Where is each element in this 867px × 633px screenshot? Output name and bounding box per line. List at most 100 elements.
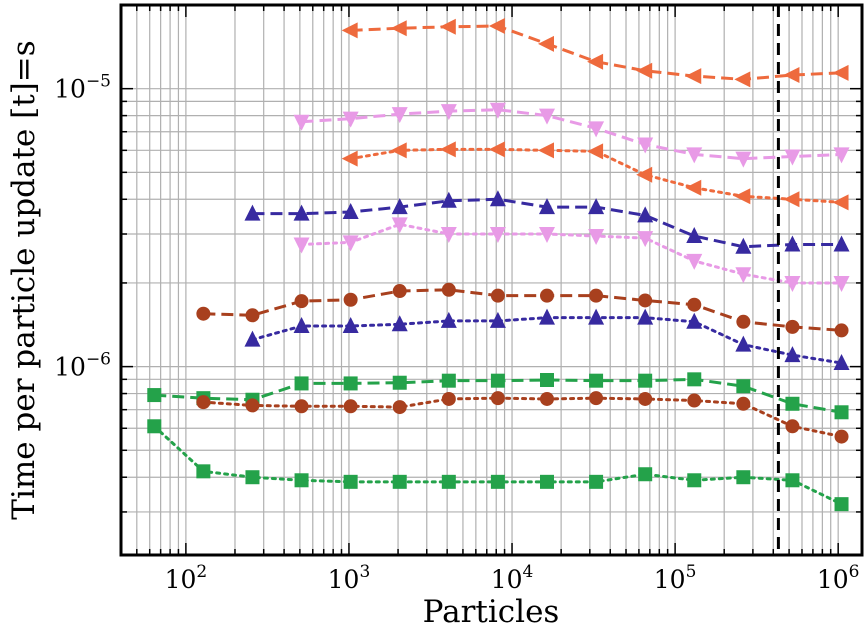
- data-point: [391, 315, 408, 332]
- data-point: [785, 419, 800, 434]
- data-point: [390, 142, 407, 159]
- data-point: [341, 22, 358, 39]
- x-tick-label: 105: [654, 562, 697, 594]
- data-point: [539, 373, 554, 388]
- series-indigo-up-dotted: [244, 308, 850, 371]
- series-brown-circle-dotted: [196, 391, 849, 444]
- data-point: [638, 373, 653, 388]
- data-point: [343, 474, 358, 489]
- data-point: [686, 253, 703, 270]
- data-point: [245, 308, 260, 323]
- data-point: [587, 53, 604, 70]
- data-point: [441, 391, 456, 406]
- data-point: [489, 227, 506, 244]
- data-point: [784, 346, 801, 363]
- data-point: [588, 198, 605, 215]
- data-point: [196, 395, 211, 410]
- data-point: [244, 204, 261, 221]
- data-point: [833, 275, 850, 292]
- data-point: [734, 71, 751, 88]
- data-point: [735, 335, 752, 352]
- data-point: [439, 141, 456, 158]
- data-point: [490, 288, 505, 303]
- data-point: [245, 398, 260, 413]
- data-point: [342, 111, 359, 128]
- data-point: [441, 474, 456, 489]
- data-point: [196, 464, 211, 479]
- series-layer: [147, 18, 850, 512]
- data-point: [783, 191, 800, 208]
- x-tick-label: 103: [328, 562, 371, 594]
- data-point: [490, 391, 505, 406]
- data-point: [589, 288, 604, 303]
- data-point: [537, 35, 554, 52]
- data-point: [294, 294, 309, 309]
- data-point: [785, 473, 800, 488]
- data-point: [490, 373, 505, 388]
- data-point: [736, 396, 751, 411]
- data-point: [391, 217, 408, 234]
- data-point: [343, 292, 358, 307]
- data-point: [293, 316, 310, 333]
- data-point: [587, 143, 604, 160]
- data-point: [343, 376, 358, 391]
- data-point: [539, 288, 554, 303]
- data-point: [589, 391, 604, 406]
- data-point: [637, 137, 654, 154]
- data-point: [293, 204, 310, 221]
- data-point: [489, 190, 506, 207]
- data-point: [588, 121, 605, 138]
- series-brown-circle-dashed: [196, 282, 849, 338]
- series-green-square-dashed: [147, 372, 849, 420]
- data-point: [686, 312, 703, 329]
- data-point: [538, 198, 555, 215]
- data-point: [638, 293, 653, 308]
- x-tick-label: 104: [491, 562, 534, 594]
- data-point: [342, 316, 359, 333]
- data-point: [834, 405, 849, 420]
- data-point: [342, 202, 359, 219]
- plot-frame: [119, 3, 864, 557]
- data-point: [686, 227, 703, 244]
- data-point: [832, 64, 849, 81]
- data-point: [687, 372, 702, 387]
- data-point: [196, 306, 211, 321]
- data-point: [440, 104, 457, 121]
- data-point: [833, 354, 850, 371]
- data-point: [687, 473, 702, 488]
- data-point: [834, 429, 849, 444]
- data-point: [538, 227, 555, 244]
- y-axis-title: Time per particle update [t]=s: [6, 40, 42, 519]
- data-point: [341, 150, 358, 167]
- data-point: [537, 142, 554, 159]
- data-point: [638, 467, 653, 482]
- data-point: [390, 20, 407, 37]
- data-point: [392, 474, 407, 489]
- data-point: [539, 391, 554, 406]
- data-point: [784, 235, 801, 252]
- data-point: [441, 373, 456, 388]
- series-pink-down-dashed: [293, 102, 850, 168]
- series-line: [201, 396, 844, 439]
- data-point: [439, 18, 456, 35]
- data-point: [784, 275, 801, 292]
- data-point: [833, 235, 850, 252]
- data-point: [736, 314, 751, 329]
- y-tick-label: 10−5: [54, 72, 111, 104]
- data-point: [637, 308, 654, 325]
- series-line: [349, 147, 844, 204]
- data-point: [147, 388, 162, 403]
- data-point: [735, 151, 752, 168]
- data-point: [538, 108, 555, 125]
- data-point: [391, 107, 408, 124]
- series-green-square-dotted: [147, 419, 849, 512]
- x-tick-label: 106: [817, 562, 860, 594]
- data-point: [588, 229, 605, 246]
- data-point: [735, 237, 752, 254]
- data-point: [832, 194, 849, 211]
- data-point: [489, 102, 506, 119]
- data-point: [736, 470, 751, 485]
- data-point: [294, 376, 309, 391]
- series-line: [300, 222, 844, 285]
